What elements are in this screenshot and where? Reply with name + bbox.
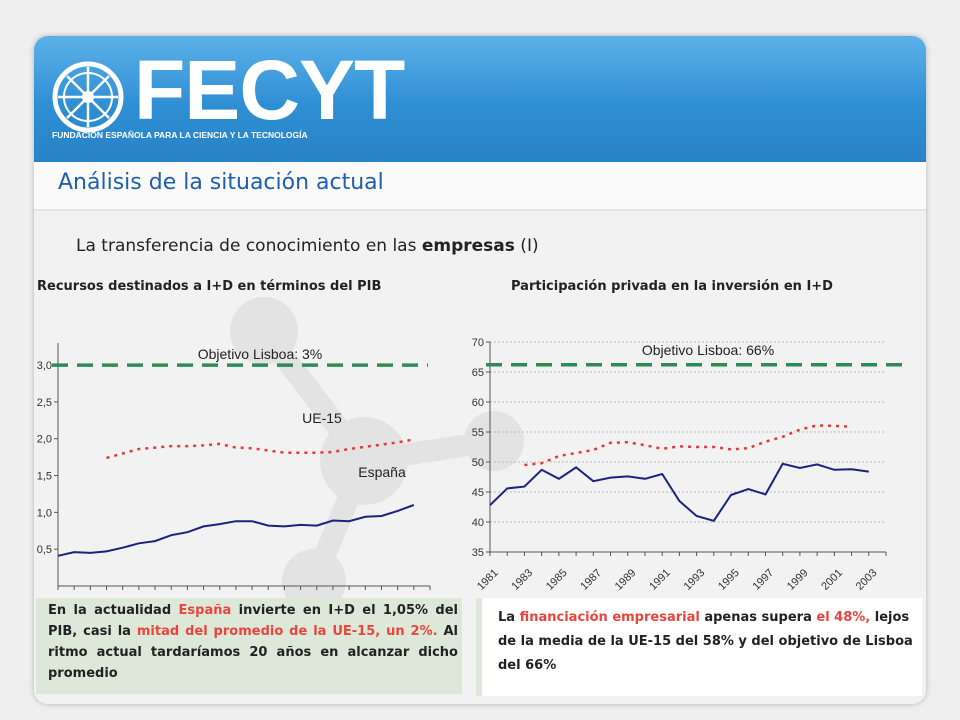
logo-wordmark: FECYT [134, 43, 405, 137]
fecyt-logo-icon [52, 61, 124, 133]
series-line-espana [57, 504, 415, 557]
background-network-decoration [230, 297, 524, 613]
target-label: Objetivo Lisboa: 3% [198, 346, 323, 362]
section-title-bar [34, 162, 926, 211]
x-tick-label: 1999 [785, 567, 811, 593]
header-banner: FECYT FUNDACIÓN ESPAÑOLA PARA LA CIENCIA… [34, 36, 926, 162]
x-tick-label: 1989 [613, 567, 639, 593]
y-tick-label: 3,0 [37, 360, 52, 372]
y-tick-label: 2,5 [37, 397, 52, 409]
x-tick-label: 1995 [716, 567, 742, 593]
target-label: Objetivo Lisboa: 66% [642, 342, 774, 358]
y-tick-label: 70 [472, 337, 484, 349]
x-tick-label: 2001 [819, 567, 845, 593]
y-tick-label: 50 [472, 457, 484, 469]
x-tick-label: 1993 [682, 567, 708, 593]
y-tick-label: 65 [472, 367, 484, 379]
y-tick-label: 1,5 [37, 471, 52, 483]
series-line-ue15 [524, 424, 852, 467]
y-tick-label: 1,0 [37, 507, 52, 519]
chart-private-share: 35 40 45 50 55 60 65 70 1981 1983 1985 1987 1989 1991… [472, 337, 910, 593]
logo-subtitle: FUNDACIÓN ESPAÑOLA PARA LA CIENCIA Y LA … [52, 130, 308, 140]
y-tick-label: 0,5 [37, 544, 52, 556]
y-tick-label: 35 [472, 547, 484, 559]
y-tick-label: 60 [472, 397, 484, 409]
series-label-espana: España [358, 464, 406, 480]
note-right: La financiación empresarial apenas super… [476, 598, 922, 696]
chart-title-left: Recursos destinados a I+D en términos de… [37, 279, 382, 294]
slide-subtitle: La transferencia de conocimiento en las … [76, 236, 539, 256]
y-tick-label: 55 [472, 427, 484, 439]
chart-title-right: Participación privada en la inversión en… [511, 279, 833, 294]
note-left: En la actualidad España invierte en I+D … [36, 598, 462, 694]
series-label-ue15: UE-15 [302, 410, 342, 426]
series-line-ue15 [106, 438, 415, 460]
x-tick-label: 2003 [854, 567, 880, 593]
x-tick-label: 1987 [578, 567, 604, 593]
y-tick-label: 40 [472, 517, 484, 529]
x-tick-label: 1981 [475, 567, 501, 593]
y-tick-label: 2,0 [37, 434, 52, 446]
chart-rd-gdp: 0,51,01,52,02,53,01983198519871989199119… [37, 343, 431, 590]
x-tick-label: 1985 [544, 567, 570, 593]
x-tick-label: 1983 [509, 567, 535, 593]
series-line-espana [489, 462, 869, 522]
section-title: Análisis de la situación actual [58, 170, 384, 195]
y-tick-label: 45 [472, 487, 484, 499]
slide: FECYT FUNDACIÓN ESPAÑOLA PARA LA CIENCIA… [34, 36, 926, 704]
x-tick-label: 1991 [647, 567, 673, 593]
x-tick-label: 1997 [750, 567, 776, 593]
